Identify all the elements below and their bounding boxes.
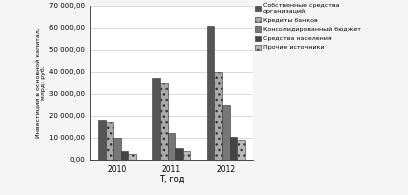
Bar [183,151,191,160]
Y-axis label: Инвестиции в основной капитал,
млрд. руб.: Инвестиции в основной капитал, млрд. руб… [35,27,46,138]
Bar [175,148,183,160]
Bar [214,72,222,160]
Bar [98,120,106,160]
Bar [113,138,121,160]
Bar [168,134,175,160]
Bar [237,140,245,160]
Bar [230,137,237,160]
Bar [160,83,168,160]
Bar [207,26,214,160]
X-axis label: Т, год: Т, год [159,175,184,184]
Bar [106,122,113,160]
Bar [121,151,129,160]
Bar [129,154,136,160]
Bar [222,105,230,160]
Legend: Собственные средства
организаций, Кредиты банков, Консолидированный бюджет, Сред: Собственные средства организаций, Кредит… [255,3,361,51]
Bar [152,78,160,160]
